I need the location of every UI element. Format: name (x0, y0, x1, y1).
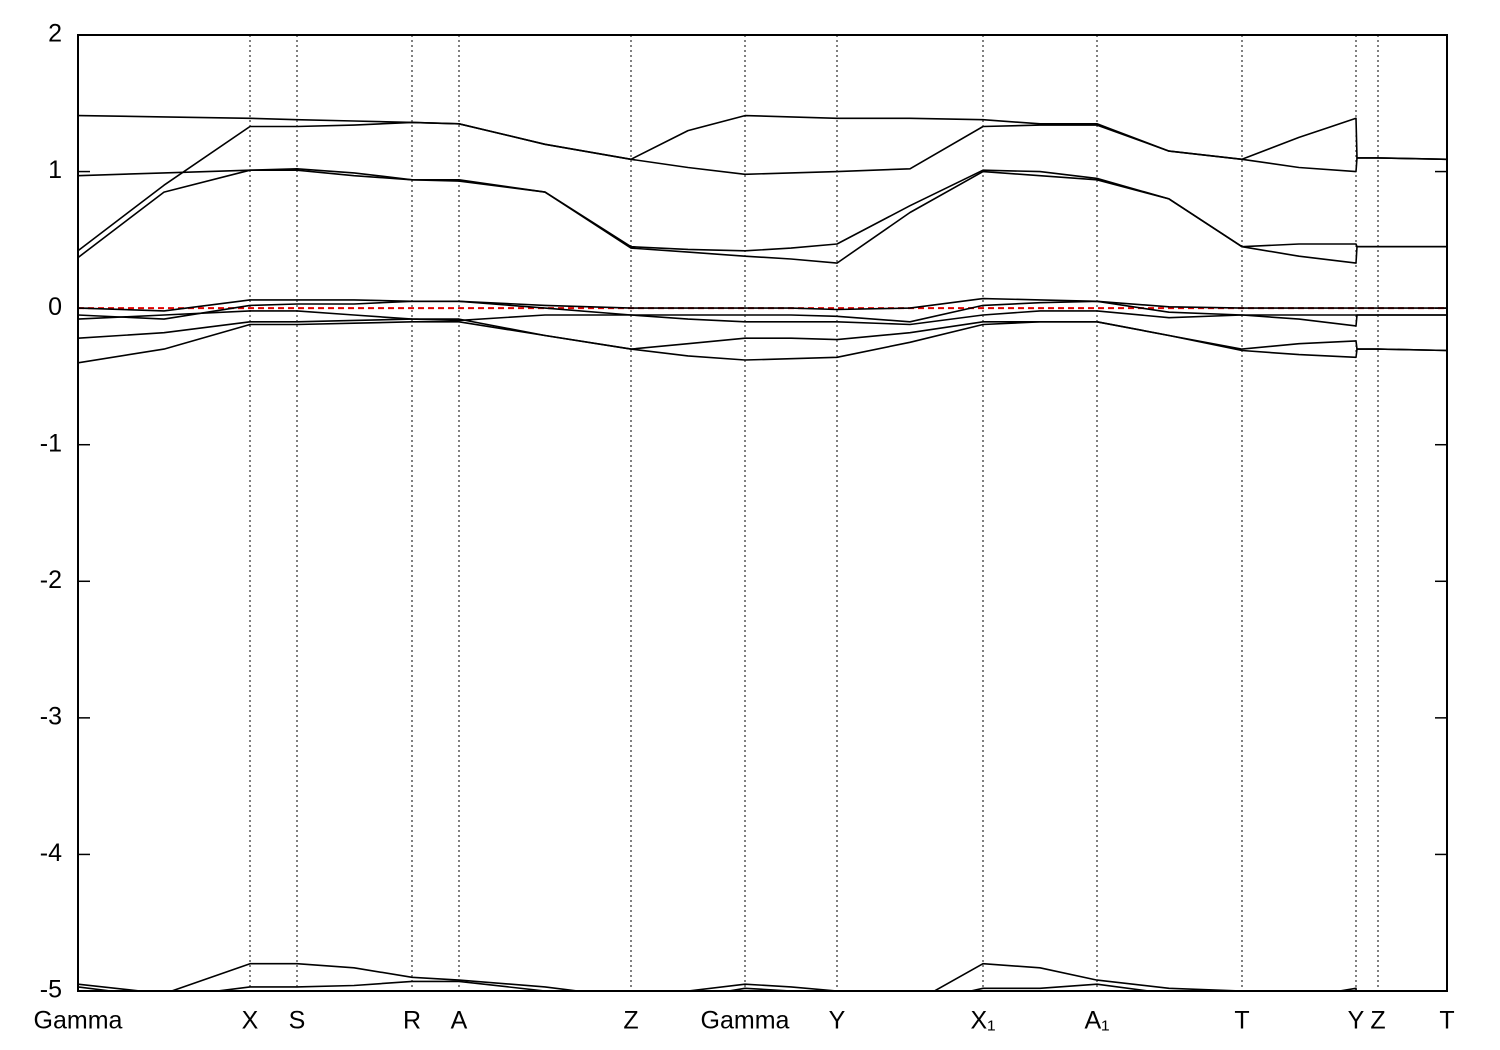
band-line (78, 310, 1447, 327)
y-tick-label: -3 (40, 702, 62, 730)
band-line (78, 297, 1447, 312)
grid (77, 34, 1448, 992)
x-tick-label: Y (829, 1007, 846, 1035)
band-line (78, 169, 1447, 264)
x-tick-label: Gamma (34, 1007, 123, 1035)
x-tick-label: A (451, 1007, 468, 1035)
band-line (78, 980, 1357, 991)
x-tick-label: Y (1348, 1007, 1365, 1035)
band-line (78, 114, 1447, 161)
y-tick-label: -2 (40, 566, 62, 594)
x-tick-label: Z (623, 1007, 638, 1035)
y-tick-label: -1 (40, 429, 62, 457)
y-tick-label: 2 (48, 20, 62, 48)
band-line (78, 300, 1447, 323)
band-line (78, 318, 1447, 352)
y-tick-label: -4 (40, 839, 62, 867)
x-tick-label: X (242, 1007, 259, 1035)
x-tick-label: R (403, 1007, 421, 1035)
band-line (78, 168, 1447, 252)
band-line (78, 320, 1447, 364)
band-line (78, 121, 1447, 252)
y-tick-label: 1 (48, 156, 62, 184)
plot-frame (77, 34, 1448, 992)
x-tick-label: T (1439, 1007, 1454, 1035)
x-tick-label: T (1234, 1007, 1249, 1035)
y-tick-label: 0 (48, 293, 62, 321)
x-tick-label: X₁ (970, 1007, 995, 1035)
x-tick-label: S (289, 1007, 306, 1035)
x-tick-label: A₁ (1084, 1007, 1109, 1035)
x-tick-label: Z (1370, 1007, 1385, 1035)
bands (78, 114, 1447, 991)
x-tick-label: Gamma (701, 1007, 790, 1035)
band-line (78, 962, 1357, 991)
y-tick-label: -5 (40, 976, 62, 1004)
